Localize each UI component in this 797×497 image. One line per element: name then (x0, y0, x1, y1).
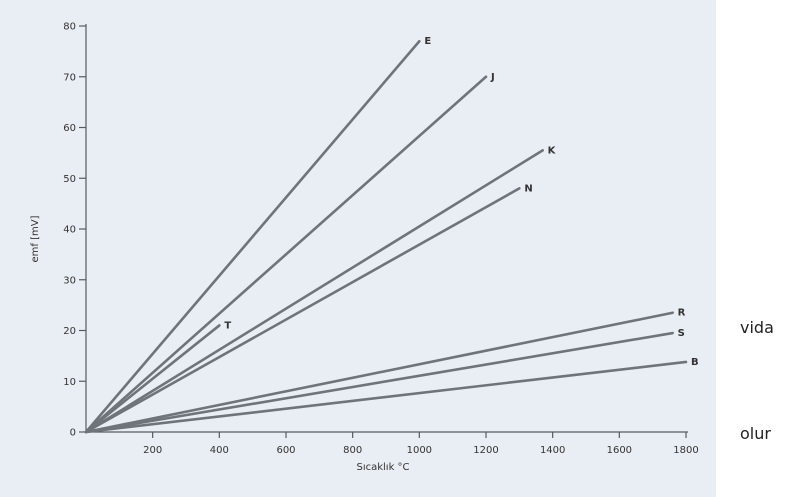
y-tick-label: 50 (63, 174, 76, 185)
x-tick-label: 800 (343, 445, 362, 456)
series-line-k (84, 149, 544, 434)
series-line-s (84, 331, 674, 434)
series-label-s: S (678, 328, 685, 339)
side-text-vida: vida (740, 318, 774, 337)
series-label-n: N (524, 183, 532, 194)
x-tick-label: 400 (210, 445, 229, 456)
x-tick-label: 1400 (540, 445, 565, 456)
series-line-t (84, 324, 221, 434)
series-label-r: R (678, 308, 686, 319)
series-line-b (84, 360, 688, 434)
x-tick-label: 600 (276, 445, 295, 456)
y-tick-label: 20 (63, 326, 76, 337)
x-tick-label: 1000 (407, 445, 432, 456)
y-tick-label: 70 (63, 72, 76, 83)
series-label-b: B (691, 357, 699, 368)
thermocouple-emf-chart: 0 10 20 30 40 50 60 70 80 200 400 600 800 1000 1200 140… (30, 22, 699, 474)
y-axis-title: emf [mV] (30, 215, 41, 262)
series-label-t: T (224, 320, 231, 331)
series-label-e: E (424, 36, 431, 47)
series-label-j: J (490, 72, 495, 83)
y-tick-label: 30 (63, 275, 76, 286)
series-line-r (84, 311, 674, 434)
y-tick-label: 80 (63, 22, 76, 33)
x-tick-label: 1600 (607, 445, 632, 456)
series-line-n (84, 187, 521, 434)
chart-panel: 0 10 20 30 40 50 60 70 80 200 400 600 800 1000 1200 140… (0, 0, 716, 497)
x-axis-title: Sıcaklık °C (356, 462, 409, 473)
series-label-k: K (548, 145, 557, 156)
side-text-olur: olur (740, 424, 771, 443)
series-line-e (84, 39, 421, 434)
x-tick-label: 200 (143, 445, 162, 456)
x-tick-label: 1800 (673, 445, 698, 456)
y-tick-label: 0 (70, 428, 76, 439)
x-tick-label: 1200 (473, 445, 498, 456)
y-tick-label: 10 (63, 377, 76, 388)
series-line-j (84, 75, 488, 434)
y-tick-label: 60 (63, 123, 76, 134)
y-tick-label: 40 (63, 225, 76, 236)
